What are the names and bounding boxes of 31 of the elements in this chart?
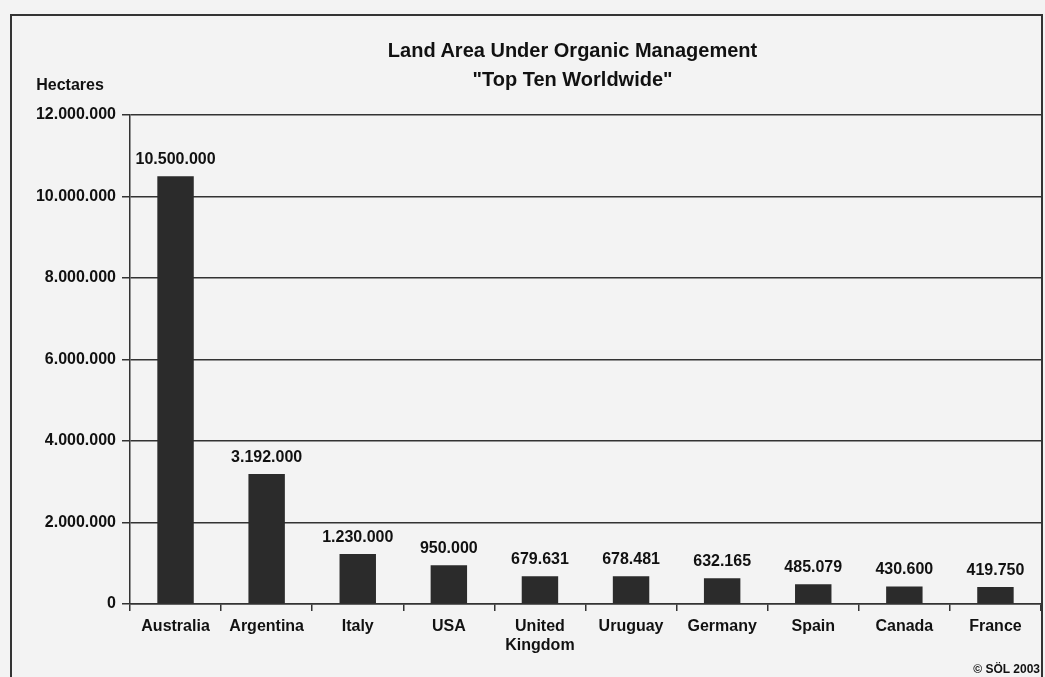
data-label: 950.000 xyxy=(419,539,478,557)
x-tick-label: France xyxy=(969,617,1022,635)
x-tick-label: Argentina xyxy=(229,617,305,635)
x-tick-label: Australia xyxy=(141,617,210,635)
y-tick-label: 6.000.000 xyxy=(44,349,117,367)
x-tick-label: Spain xyxy=(791,617,836,635)
y-tick-label: 8.000.000 xyxy=(44,268,117,286)
y-tick-label: 0 xyxy=(107,594,117,612)
y-tick-label: 12.000.000 xyxy=(35,105,117,123)
data-label: 679.631 xyxy=(511,550,569,568)
y-tick-label: 2.000.000 xyxy=(44,512,117,530)
x-tick-label: Germany xyxy=(687,617,757,635)
x-tick-label: USA xyxy=(431,617,467,635)
data-label: 3.192.000 xyxy=(231,447,303,465)
data-label: 1.230.000 xyxy=(322,527,394,545)
chart-title: Land Area Under Organic Management xyxy=(387,39,758,61)
y-tick-label: 4.000.000 xyxy=(44,431,117,449)
data-label: 430.600 xyxy=(875,560,934,578)
x-tick-label: United Kingdom xyxy=(505,617,575,654)
x-tick-label: Italy xyxy=(341,617,374,635)
y-axis-title: Hectares xyxy=(36,76,104,93)
data-label: 632.165 xyxy=(693,552,752,570)
text: © SÖL 2003 xyxy=(973,661,1041,676)
chart-subtitle: "Top Ten Worldwide" xyxy=(472,68,673,90)
data-label: 10.500.000 xyxy=(135,150,216,168)
data-label: 678.481 xyxy=(602,550,661,568)
x-tick-label: Canada xyxy=(875,617,934,635)
y-tick-label: 10.000.000 xyxy=(35,186,117,204)
data-label: 419.750 xyxy=(966,560,1025,578)
data-label: 485.079 xyxy=(784,558,843,576)
x-tick-label: Uruguay xyxy=(598,617,664,635)
